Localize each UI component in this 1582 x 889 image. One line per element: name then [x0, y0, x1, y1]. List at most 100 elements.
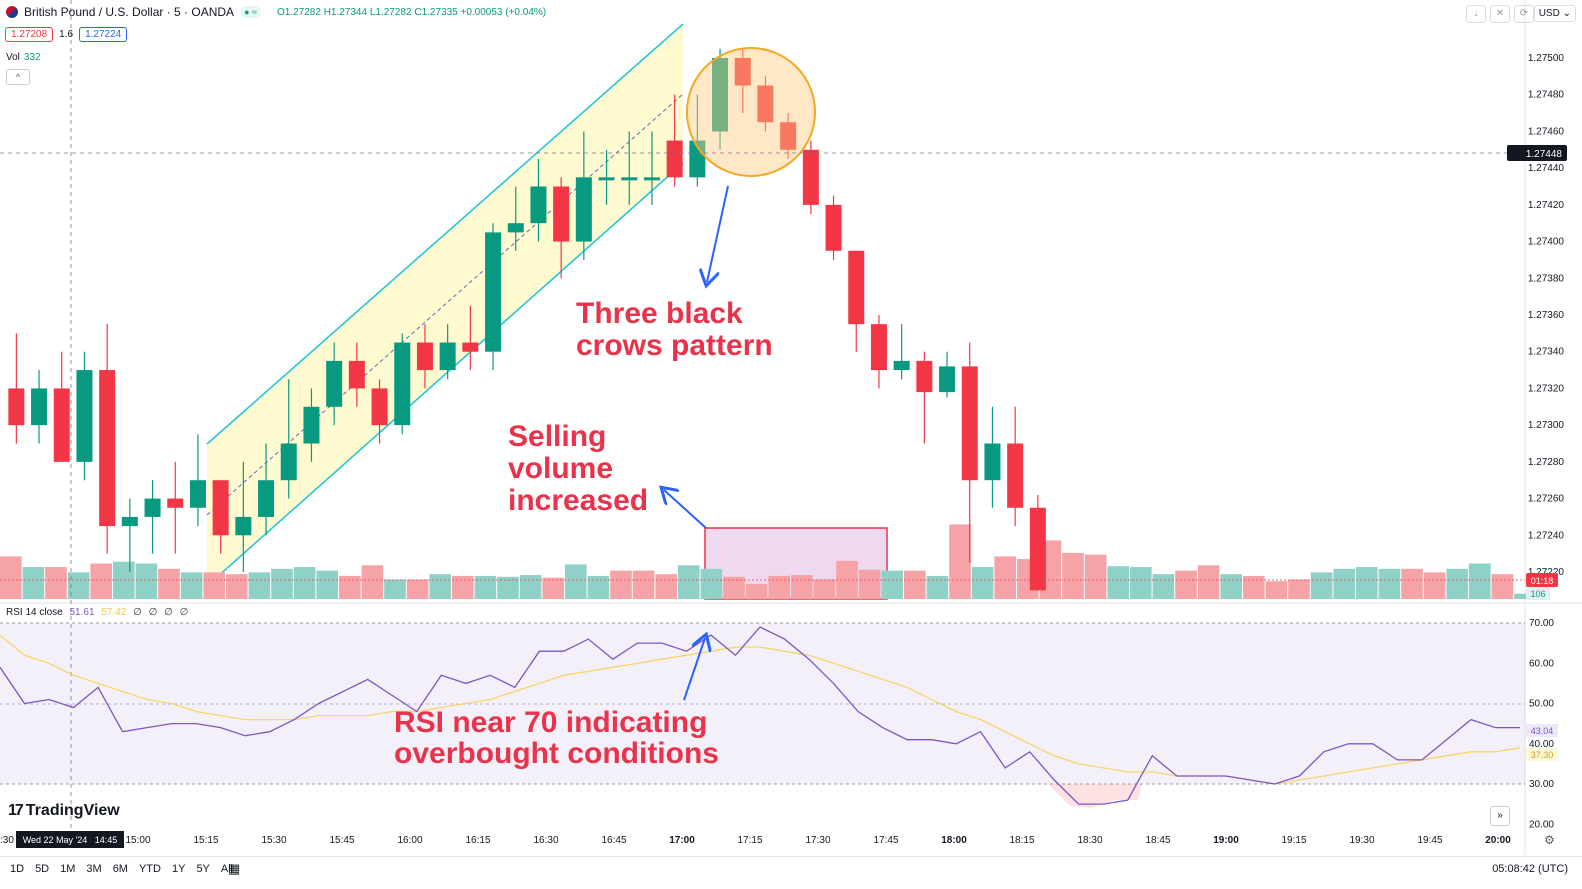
ohlc-high: H1.27344 [323, 6, 368, 18]
candle [394, 333, 411, 435]
candle [621, 131, 638, 205]
currency-selector[interactable]: USD ⌄ [1533, 5, 1576, 22]
candle [893, 324, 910, 380]
calendar-icon[interactable]: ▦ [228, 861, 241, 876]
range-6m[interactable]: 6M [112, 863, 128, 875]
price-tick-label: 1.27420 [1528, 200, 1565, 211]
crows-annotation-line1: Three black [576, 297, 743, 330]
range-3m[interactable]: 3M [86, 863, 102, 875]
volume-bar [1310, 572, 1333, 599]
volume-bar [904, 570, 926, 599]
maximize-icon[interactable]: ✕ [1490, 5, 1510, 23]
volume-bar [135, 563, 158, 599]
volume-bar [113, 561, 135, 599]
candle [984, 406, 1001, 508]
candle [189, 434, 206, 527]
rsi-tick-label: 30.00 [1529, 779, 1554, 790]
tradingview-logo[interactable]: 17 TradingView [8, 802, 120, 820]
range-1d[interactable]: 1D [10, 863, 25, 875]
volume-bar [158, 568, 180, 599]
collapse-legend-button[interactable]: ^ [6, 69, 30, 85]
volume-bar [700, 568, 723, 599]
candle [53, 351, 70, 462]
rsi-ma-tag [1526, 748, 1558, 761]
symbol-title[interactable]: British Pound / U.S. Dollar · 5 · OANDA [24, 5, 235, 19]
volume-bar [655, 574, 677, 599]
buy-price-button[interactable]: 1.27224 [79, 27, 128, 42]
candle-body [893, 360, 910, 371]
scroll-to-realtime-button[interactable]: » [1490, 806, 1510, 826]
price-tick-label: 1.27440 [1528, 163, 1565, 174]
range-1m[interactable]: 1M [60, 863, 76, 875]
range-1y[interactable]: 1Y [171, 863, 186, 875]
volume-bar [926, 575, 949, 599]
candle [212, 480, 229, 554]
volume-bar [1175, 570, 1197, 599]
volume-name: Vol [6, 52, 20, 63]
candle [258, 443, 275, 536]
volume-bar [1220, 574, 1242, 599]
crosshair-price-label: 1.27448 [1526, 149, 1563, 160]
price-tick-label: 1.27340 [1528, 347, 1565, 358]
candle [643, 131, 660, 205]
price-tick-label: 1.27360 [1528, 310, 1565, 321]
volume-bar [90, 563, 112, 599]
symbol-header[interactable]: British Pound / U.S. Dollar · 5 · OANDA … [6, 5, 546, 19]
rsi-line [0, 626, 1520, 805]
candle-body [530, 186, 547, 224]
candle [462, 305, 479, 371]
volume-annotation-line1: Selling [508, 420, 606, 453]
volume-annotation-line2: volume [508, 452, 613, 485]
price-tick-label: 1.27380 [1528, 273, 1565, 284]
candle [666, 94, 683, 187]
range-5y[interactable]: 5Y [196, 863, 210, 875]
range-5d[interactable]: 5D [35, 863, 50, 875]
candle [507, 186, 524, 251]
candle-body [825, 204, 842, 251]
time-axis-partial-label: :30 [0, 835, 14, 846]
candle [734, 48, 751, 114]
arrow-down-icon[interactable]: ↓ [1466, 5, 1486, 23]
candle-body [1029, 507, 1046, 591]
settings-gear-icon[interactable]: ⚙ [1544, 833, 1555, 847]
ohlc-change: +0.00053 (+0.04%) [460, 6, 547, 18]
volume-bar [384, 579, 406, 599]
candle-body [235, 516, 252, 536]
sell-price-button[interactable]: 1.27208 [5, 27, 54, 42]
volume-bar [1084, 554, 1107, 599]
time-tick-label: 18:00 [941, 835, 967, 846]
candle-body [462, 342, 479, 352]
candle [780, 113, 797, 159]
volume-bar [293, 567, 316, 599]
countdown-label: 01:18 [1531, 576, 1554, 586]
candle [598, 149, 615, 205]
candle-body [167, 498, 184, 508]
candle [1007, 406, 1024, 527]
crosshair-time-label: Wed 22 May '24 14:45 [23, 835, 118, 845]
candle-body [712, 58, 729, 132]
time-tick-label: 15:00 [125, 835, 150, 846]
candle [530, 158, 547, 242]
utc-clock[interactable]: 05:08:42 (UTC) [1492, 863, 1568, 875]
bottom-toolbar: 1D 5D 1M 3M 6M YTD 1Y 5Y All ▦ 05:08:42 … [0, 856, 1582, 889]
time-tick-label: 19:30 [1349, 835, 1374, 846]
rsi-band [0, 623, 1525, 784]
market-status-icon[interactable]: ● ≈ [240, 6, 261, 18]
range-all[interactable]: All [220, 863, 234, 875]
candle [870, 315, 887, 389]
range-ytd[interactable]: YTD [138, 863, 161, 875]
volume-bar [1333, 568, 1355, 599]
time-tick-label: 19:45 [1417, 835, 1442, 846]
rsi-value-tag [1526, 724, 1558, 737]
volume-bar [1107, 566, 1129, 599]
volume-bar [1356, 567, 1378, 599]
volume-bar [836, 560, 858, 599]
volume-bar [858, 569, 881, 599]
volume-bar [565, 564, 587, 599]
candle-body [666, 140, 683, 178]
candle-body [31, 388, 48, 426]
reset-icon[interactable]: ⟳ [1514, 5, 1534, 23]
candle [326, 342, 343, 426]
rsi-tick-label: 40.00 [1529, 739, 1554, 750]
